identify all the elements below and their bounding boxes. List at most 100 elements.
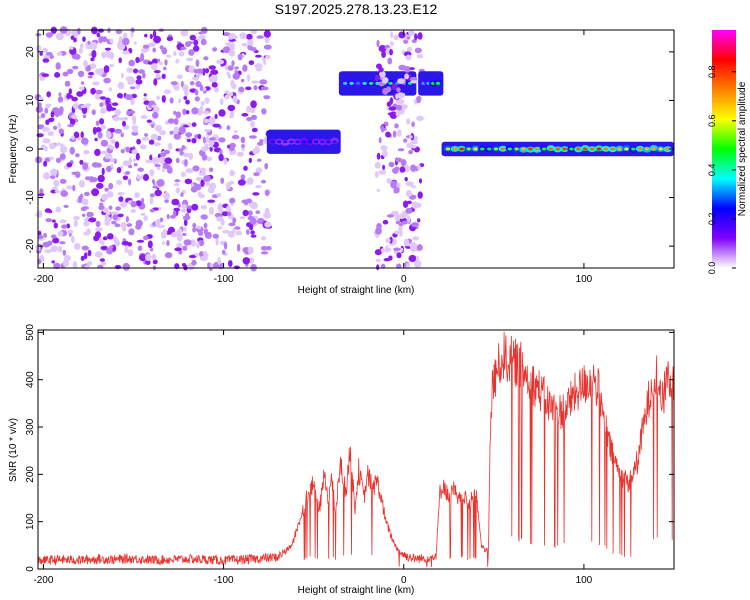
noise-blob — [217, 226, 223, 230]
band-core — [658, 147, 663, 151]
noise-blob — [64, 80, 71, 87]
noise-blob — [251, 80, 260, 84]
noise-blob — [230, 171, 236, 176]
noise-blob — [166, 54, 172, 58]
noise-blob — [254, 63, 263, 70]
noise-blob — [253, 85, 258, 91]
colorbar-tick-label: 0.8 — [707, 65, 717, 78]
noise-blob — [78, 86, 85, 91]
noise-blob — [392, 130, 397, 138]
noise-blob — [106, 165, 112, 173]
noise-blob — [100, 107, 107, 114]
noise-blob — [202, 110, 210, 115]
band-core — [528, 147, 533, 151]
noise-blob — [375, 258, 381, 263]
band-core — [283, 140, 288, 144]
noise-blob — [228, 34, 235, 40]
noise-blob — [202, 250, 207, 255]
noise-blob — [62, 71, 69, 77]
band-core — [342, 81, 348, 85]
band-core — [500, 147, 506, 151]
noise-blob — [264, 36, 270, 44]
band-core — [466, 147, 471, 151]
noise-blob — [39, 52, 43, 56]
band-core — [507, 147, 512, 151]
noise-blob — [380, 248, 385, 253]
noise-blob — [386, 178, 392, 184]
noise-blob — [222, 249, 226, 255]
noise-blob — [403, 138, 408, 143]
noise-blob — [198, 193, 205, 199]
noise-blob — [140, 114, 148, 120]
noise-blob — [129, 86, 136, 90]
spectrogram-ytick-label: 10 — [25, 94, 36, 106]
noise-blob — [163, 191, 170, 200]
band-core — [295, 140, 300, 144]
noise-blob — [409, 67, 415, 71]
noise-blob — [137, 245, 143, 251]
noise-blob — [232, 217, 237, 224]
noise-blob — [389, 49, 393, 56]
noise-blob — [50, 168, 58, 176]
noise-blob — [109, 127, 116, 133]
noise-blob — [403, 39, 409, 44]
noise-blob — [105, 130, 112, 139]
noise-blob — [188, 65, 195, 74]
noise-blob — [192, 165, 200, 172]
noise-blob — [122, 32, 128, 39]
noise-blob — [63, 254, 71, 262]
noise-blob — [224, 42, 233, 46]
band-core — [617, 147, 622, 151]
noise-blob — [248, 257, 255, 264]
noise-blob — [105, 97, 110, 105]
noise-blob — [228, 222, 236, 227]
noise-blob — [147, 42, 156, 47]
noise-blob — [395, 110, 401, 117]
noise-blob — [71, 171, 79, 175]
noise-blob — [416, 99, 421, 104]
noise-blob — [55, 157, 62, 163]
noise-blob — [385, 238, 391, 244]
noise-blob — [166, 214, 170, 220]
noise-blob — [49, 210, 53, 214]
noise-blob — [137, 69, 145, 74]
noise-blob — [262, 57, 266, 62]
noise-blob — [119, 117, 127, 121]
noise-blob — [52, 219, 56, 223]
noise-blob — [149, 154, 153, 162]
noise-blob — [173, 126, 179, 135]
noise-blob — [396, 92, 405, 99]
noise-blob — [155, 219, 161, 228]
band-core — [576, 147, 581, 151]
noise-blob — [97, 68, 104, 76]
noise-blob — [250, 47, 257, 52]
noise-blob — [388, 255, 393, 261]
noise-blob — [379, 71, 386, 78]
colorbar-tick-label: 0.6 — [707, 115, 717, 128]
noise-blob — [104, 221, 111, 226]
noise-blob — [194, 89, 199, 96]
snr-xlabel: Height of straight line (km) — [298, 585, 415, 596]
snr-ticks: -200 -100 0 100 0 100 200 300 400 500 — [25, 324, 674, 586]
noise-blob — [182, 152, 190, 158]
band-core — [589, 147, 595, 151]
noise-blob — [173, 182, 180, 187]
noise-blob — [135, 152, 140, 161]
region-segment-low — [266, 129, 341, 154]
noise-blob — [147, 61, 153, 65]
noise-blob — [398, 31, 406, 39]
noise-blob — [193, 45, 200, 52]
noise-blob — [200, 214, 208, 220]
noise-blob — [389, 97, 394, 105]
noise-blob — [141, 197, 145, 204]
band-core — [445, 147, 451, 151]
noise-blob — [394, 123, 399, 129]
noise-blob — [181, 263, 187, 267]
noise-blob — [188, 49, 195, 56]
noise-blob — [100, 124, 106, 130]
band-core — [562, 147, 567, 151]
noise-blob — [410, 164, 417, 172]
band-core — [521, 147, 526, 151]
noise-blob — [400, 159, 407, 167]
noise-blob — [201, 146, 209, 152]
